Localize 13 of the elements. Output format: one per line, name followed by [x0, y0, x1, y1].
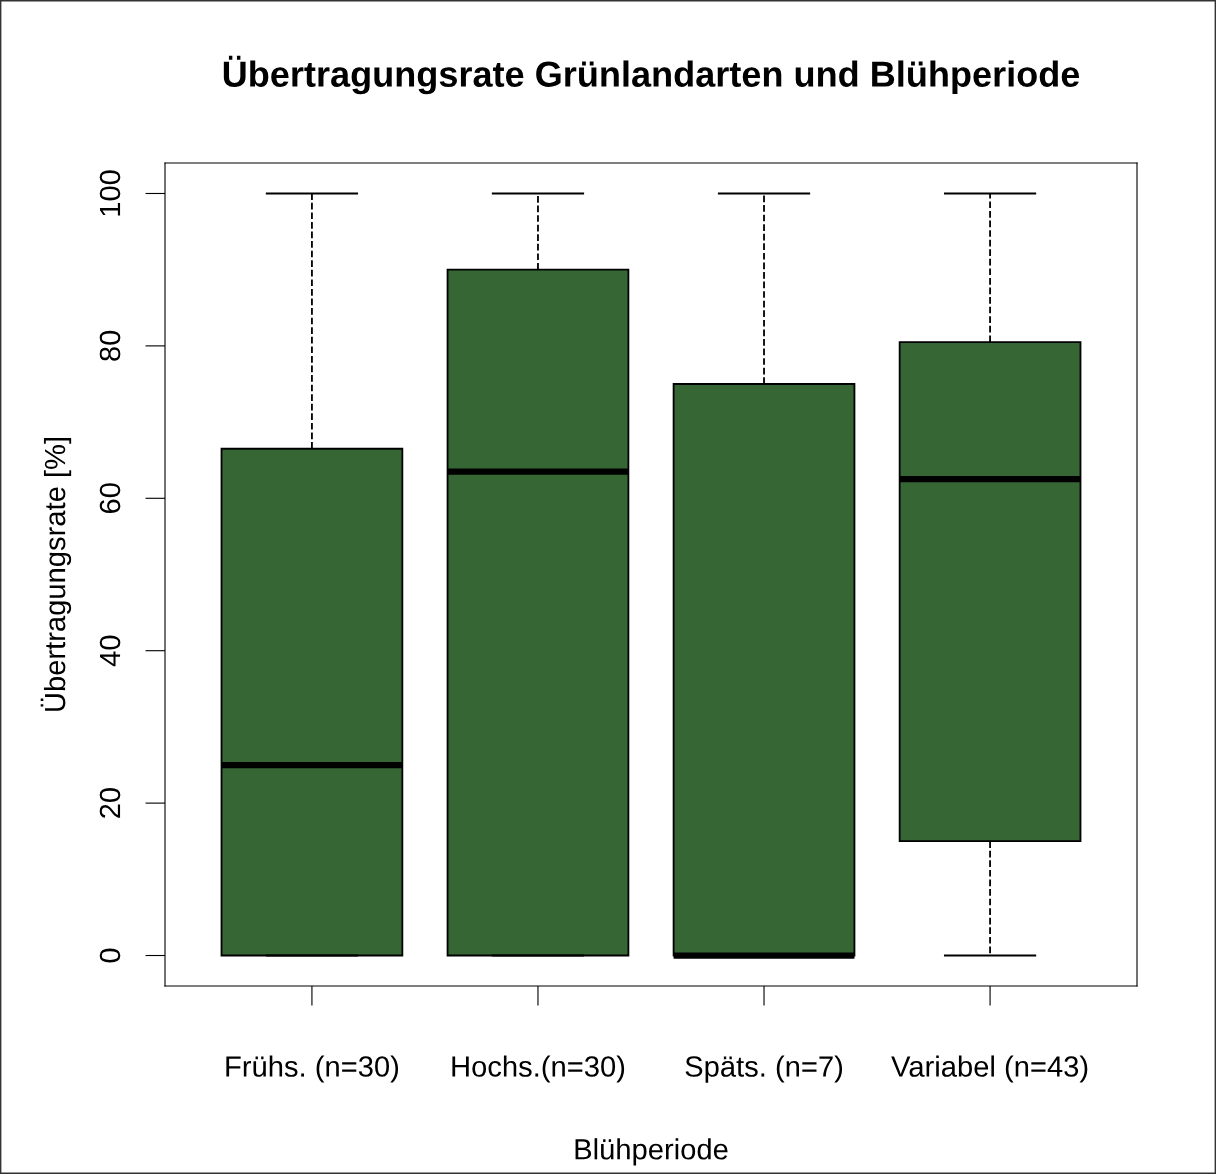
y-tick-label: 40 — [99, 635, 121, 667]
chart-title: Übertragungsrate Grünlandarten und Blühperiode — [223, 55, 1080, 95]
y-tick-label: 20 — [99, 788, 121, 818]
x-axis-title: Blühperiode — [575, 1138, 728, 1166]
y-tick-label: 0 — [99, 948, 121, 963]
y-tick-label: 80 — [99, 330, 121, 361]
y-axis-title: Übertragungsrate [%] — [40, 437, 72, 711]
x-tick-label: Späts. (n=7) — [685, 1055, 843, 1083]
y-tick-label: 100 — [99, 170, 121, 216]
x-tick-label: Hochs.(n=30) — [452, 1055, 625, 1083]
x-tick-label: Variabel (n=43) — [891, 1055, 1088, 1083]
x-tick-label: Frühs. (n=30) — [226, 1055, 399, 1083]
y-tick-label: 60 — [99, 483, 121, 514]
